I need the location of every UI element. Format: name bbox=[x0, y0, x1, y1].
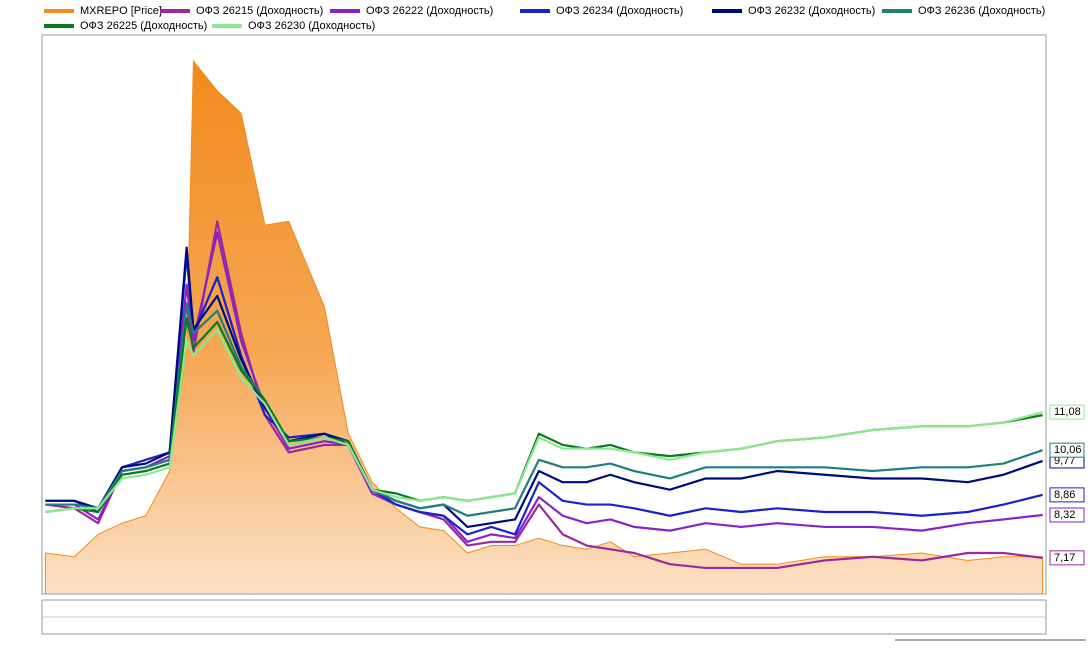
yield-line bbox=[45, 328, 1043, 514]
last-value-box bbox=[1049, 550, 1085, 566]
last-value-box bbox=[1049, 507, 1085, 523]
legend-label: ОФЗ 26234 (Доходность) bbox=[556, 5, 683, 17]
yield-line bbox=[45, 231, 1043, 543]
last-value-label: 7,17 bbox=[1054, 552, 1075, 564]
legend-label: ОФЗ 26222 (Доходность) bbox=[366, 5, 493, 17]
legend-label: ОФЗ 26232 (Доходность) bbox=[748, 5, 875, 17]
last-value-box bbox=[1049, 442, 1085, 458]
last-value-label: 8,86 bbox=[1054, 489, 1075, 501]
last-value-box bbox=[1049, 404, 1085, 420]
legend-label: ОФЗ 26225 (Доходность) bbox=[80, 20, 207, 32]
legend-label: ОФЗ 26230 (Доходность) bbox=[248, 20, 375, 32]
legend-label: ОФЗ 26236 (Доходность) bbox=[918, 5, 1045, 17]
legend-label: ОФЗ 26215 (Доходность) bbox=[196, 5, 323, 17]
yield-line bbox=[45, 246, 1043, 529]
last-value-box bbox=[1049, 487, 1085, 503]
last-value-label: 11,08 bbox=[1054, 406, 1081, 418]
legend-label: MXREPO [Price] bbox=[80, 5, 162, 17]
yield-line bbox=[45, 302, 1043, 517]
last-value-label: 10,06 bbox=[1054, 444, 1082, 456]
last-value-label: 8,32 bbox=[1054, 509, 1075, 521]
last-value-label: 9,77 bbox=[1054, 455, 1075, 467]
